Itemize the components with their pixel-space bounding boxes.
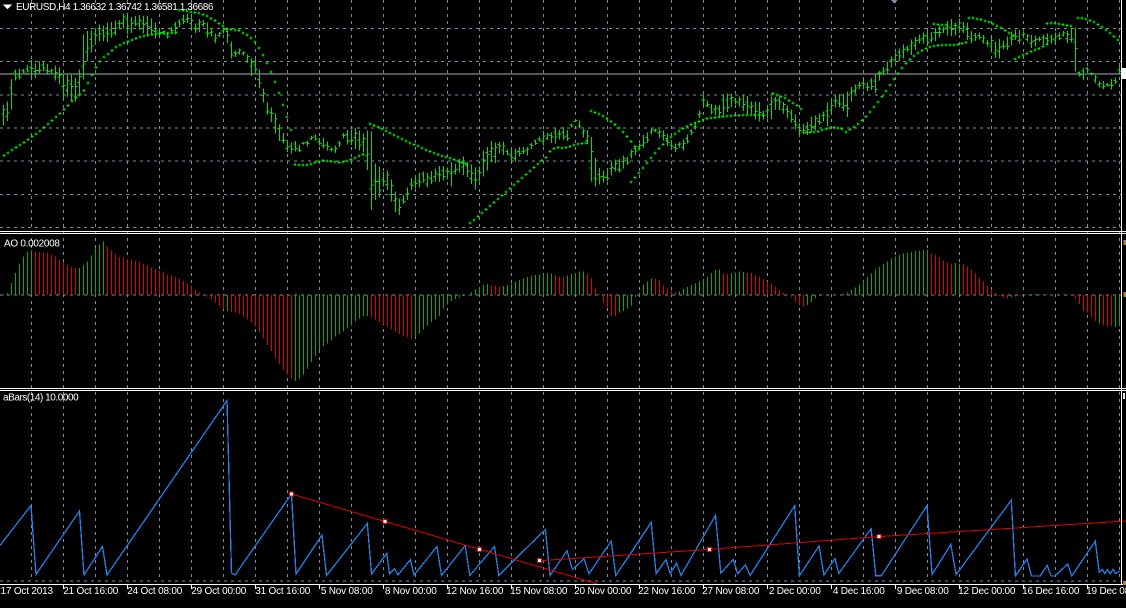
svg-text:16 Dec 16:00: 16 Dec 16:00 — [1022, 586, 1080, 597]
svg-text:21 Oct 16:00: 21 Oct 16:00 — [63, 586, 118, 597]
svg-text:AO 0.002008: AO 0.002008 — [4, 239, 60, 250]
svg-text:29 Oct 00:00: 29 Oct 00:00 — [191, 586, 246, 597]
svg-text:22 Nov 16:00: 22 Nov 16:00 — [638, 586, 696, 597]
svg-text:12 Nov 16:00: 12 Nov 16:00 — [446, 586, 504, 597]
svg-text:4 Dec 16:00: 4 Dec 16:00 — [833, 586, 885, 597]
svg-text:31 Oct 16:00: 31 Oct 16:00 — [255, 586, 310, 597]
svg-text:19 Dec 08:00: 19 Dec 08:00 — [1086, 586, 1126, 597]
svg-text:24 Oct 08:00: 24 Oct 08:00 — [127, 586, 182, 597]
svg-text:aBars(14) 10.0000: aBars(14) 10.0000 — [3, 393, 79, 404]
svg-text:27 Nov 08:00: 27 Nov 08:00 — [702, 586, 760, 597]
svg-text:17 Oct 2013: 17 Oct 2013 — [1, 586, 54, 597]
svg-text:8 Nov 00:00: 8 Nov 00:00 — [385, 586, 437, 597]
svg-text:5 Nov 08:00: 5 Nov 08:00 — [321, 586, 373, 597]
svg-text:EURUSD,H4 1.36632 1.36742 1.3: EURUSD,H4 1.36632 1.36742 1.36581 1.3668… — [16, 2, 214, 13]
svg-text:15 Nov 08:00: 15 Nov 08:00 — [510, 586, 568, 597]
svg-text:12 Dec 00:00: 12 Dec 00:00 — [958, 586, 1016, 597]
svg-text:20 Nov 00:00: 20 Nov 00:00 — [574, 586, 632, 597]
svg-text:9 Dec 08:00: 9 Dec 08:00 — [897, 586, 949, 597]
svg-text:2 Dec 00:00: 2 Dec 00:00 — [769, 586, 821, 597]
